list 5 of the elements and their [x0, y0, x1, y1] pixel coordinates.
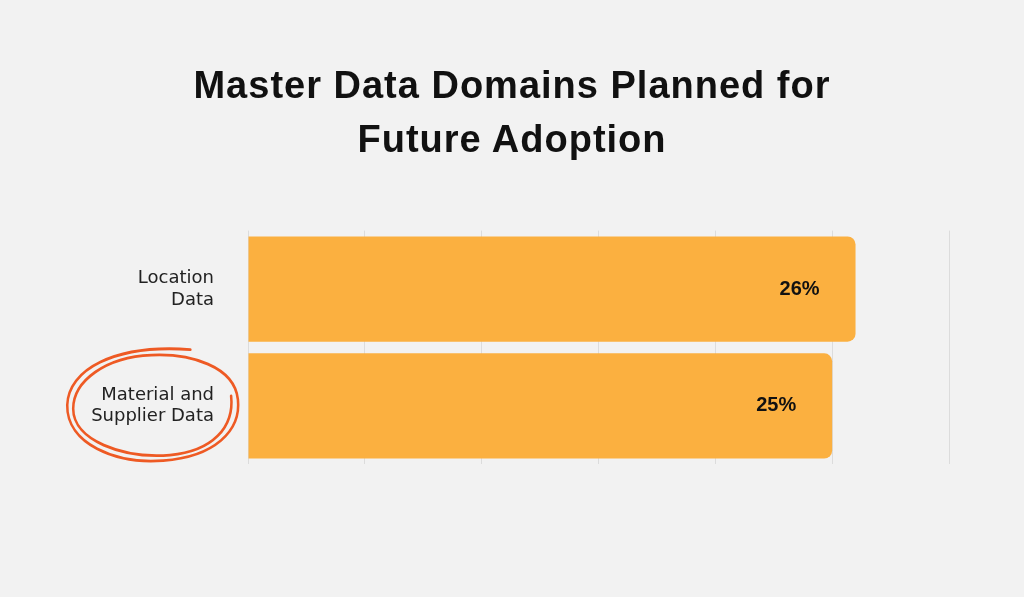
chart-title: Master Data Domains Planned for Future Adoption	[192, 63, 832, 162]
data-label: 25%	[756, 393, 797, 416]
data-label: 26%	[779, 276, 820, 299]
y-tick-label: Material and Supplier Data	[91, 382, 214, 426]
y-tick-label: Location Data	[137, 265, 214, 309]
